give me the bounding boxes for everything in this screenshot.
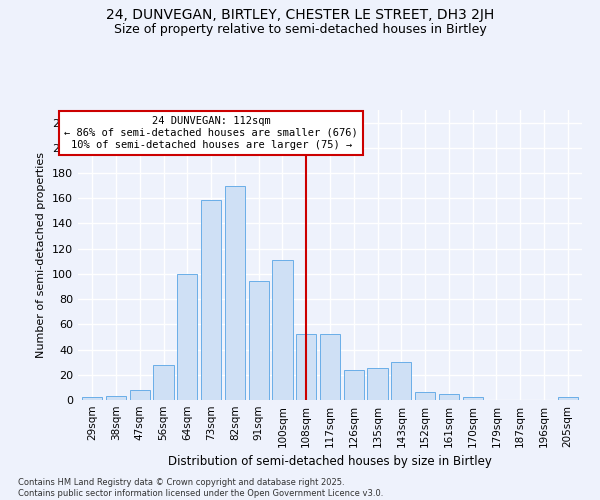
Bar: [320, 334, 340, 400]
Bar: [367, 368, 388, 400]
Text: Size of property relative to semi-detached houses in Birtley: Size of property relative to semi-detach…: [113, 22, 487, 36]
Bar: [463, 398, 483, 400]
Bar: [296, 334, 316, 400]
Bar: [130, 390, 150, 400]
Bar: [344, 370, 364, 400]
Bar: [225, 186, 245, 400]
Bar: [177, 274, 197, 400]
Bar: [272, 260, 293, 400]
Bar: [154, 364, 173, 400]
X-axis label: Distribution of semi-detached houses by size in Birtley: Distribution of semi-detached houses by …: [168, 456, 492, 468]
Text: 24, DUNVEGAN, BIRTLEY, CHESTER LE STREET, DH3 2JH: 24, DUNVEGAN, BIRTLEY, CHESTER LE STREET…: [106, 8, 494, 22]
Bar: [248, 282, 269, 400]
Text: 24 DUNVEGAN: 112sqm
← 86% of semi-detached houses are smaller (676)
10% of semi-: 24 DUNVEGAN: 112sqm ← 86% of semi-detach…: [64, 116, 358, 150]
Bar: [415, 392, 435, 400]
Bar: [106, 396, 126, 400]
Y-axis label: Number of semi-detached properties: Number of semi-detached properties: [37, 152, 46, 358]
Bar: [201, 200, 221, 400]
Bar: [82, 398, 103, 400]
Bar: [391, 362, 412, 400]
Bar: [439, 394, 459, 400]
Bar: [557, 398, 578, 400]
Text: Contains HM Land Registry data © Crown copyright and database right 2025.
Contai: Contains HM Land Registry data © Crown c…: [18, 478, 383, 498]
